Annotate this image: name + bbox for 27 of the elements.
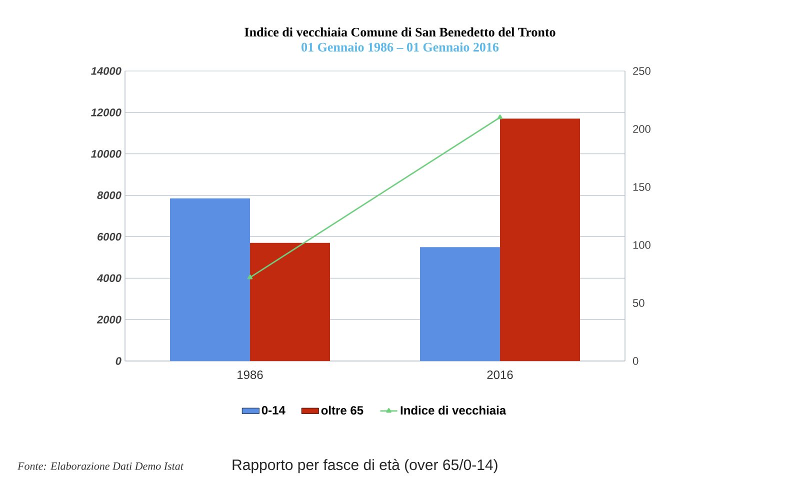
y2-tick-label: 150 bbox=[633, 183, 650, 191]
y2-tick-label: 50 bbox=[632, 299, 644, 307]
y-tick-label: 14000 bbox=[91, 67, 122, 75]
bar bbox=[500, 118, 580, 361]
y2-tick-label: 250 bbox=[633, 67, 650, 75]
bar bbox=[170, 198, 250, 361]
legend-label: 0-14 bbox=[262, 406, 286, 414]
x-tick-label: 1986 bbox=[238, 370, 263, 380]
y-tick-label: 10000 bbox=[91, 150, 122, 158]
legend-label: oltre 65 bbox=[321, 406, 364, 415]
y-tick-label: 4000 bbox=[96, 274, 122, 282]
y-tick-label: 6000 bbox=[98, 232, 122, 241]
y2-tick-label: 200 bbox=[633, 125, 650, 133]
bar bbox=[420, 247, 500, 361]
y-tick-label: 2000 bbox=[96, 316, 122, 324]
bar bbox=[250, 242, 330, 361]
source-note: Fonte: Elaborazione Dati Demo Istat bbox=[17, 462, 184, 470]
legend-label: Indice di vecchiaia bbox=[400, 406, 506, 415]
y2-tick-label: 0 bbox=[632, 357, 638, 365]
y-tick-label: 0 bbox=[116, 357, 122, 365]
x-tick-label: 2016 bbox=[487, 370, 513, 380]
y-tick-label: 12000 bbox=[91, 108, 122, 116]
text: Rapporto per fasce di età (over 65/0-14) bbox=[232, 458, 498, 474]
chart-subtitle: 01 Gennaio 1986 – 01 Gennaio 2016 bbox=[302, 42, 499, 52]
y-tick-label: 8000 bbox=[97, 191, 122, 200]
y2-tick-label: 100 bbox=[633, 241, 650, 249]
chart-title: Indice di vecchiaia Comune di San Benedetto del Tronto bbox=[244, 27, 556, 37]
